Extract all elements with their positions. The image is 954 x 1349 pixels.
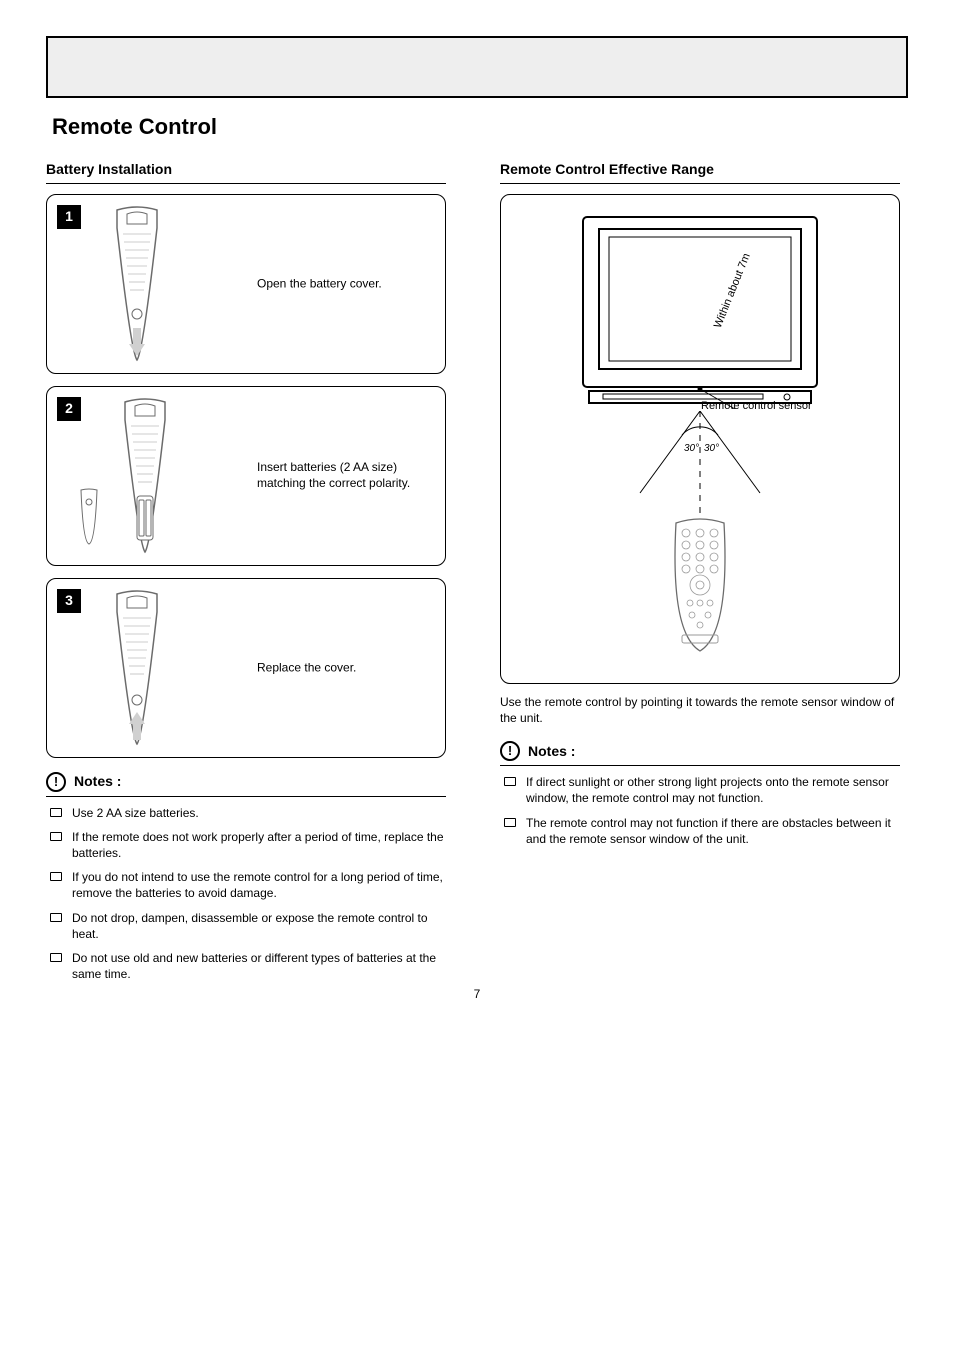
remote-icon-2 bbox=[105, 396, 185, 556]
note-item: Use 2 AA size batteries. bbox=[48, 805, 446, 821]
note-item: If you do not intend to use the remote c… bbox=[48, 869, 446, 901]
notes-header-right: ! Notes : bbox=[500, 741, 900, 766]
notes-title-right: Notes : bbox=[528, 742, 575, 761]
note-item: If direct sunlight or other strong light… bbox=[502, 774, 900, 806]
section-head-battery: Battery Installation bbox=[46, 160, 446, 184]
note-item: The remote control may not function if t… bbox=[502, 815, 900, 847]
step-box-3: 3 bbox=[46, 578, 446, 758]
range-caption: Use the remote control by pointing it to… bbox=[500, 694, 900, 728]
step-text-3: Replace the cover. bbox=[257, 659, 366, 676]
notes-header-left: ! Notes : bbox=[46, 772, 446, 797]
angle-diagram-icon: 30° 30° bbox=[570, 411, 830, 657]
left-column: Battery Installation 1 bbox=[46, 160, 446, 991]
remote-back-illustration-1 bbox=[77, 204, 197, 364]
page-number: 7 bbox=[474, 986, 481, 1002]
note-item: If the remote does not work properly aft… bbox=[48, 829, 446, 861]
angle-left-label: 30° bbox=[684, 443, 699, 454]
note-item: Do not drop, dampen, disassemble or expo… bbox=[48, 910, 446, 942]
remote-icon-1 bbox=[97, 204, 177, 364]
exclamation-icon: ! bbox=[46, 772, 66, 792]
step-box-1: 1 bbox=[46, 194, 446, 374]
remote-back-illustration-2 bbox=[77, 396, 197, 556]
battery-cover-icon bbox=[77, 488, 101, 548]
page-title: Remote Control bbox=[52, 112, 908, 142]
right-column: Remote Control Effective Range Remote co… bbox=[500, 160, 900, 991]
title-banner-box bbox=[46, 36, 908, 98]
notes-title-left: Notes : bbox=[74, 772, 121, 791]
notes-list-left: Use 2 AA size batteries. If the remote d… bbox=[46, 805, 446, 983]
exclamation-icon: ! bbox=[500, 741, 520, 761]
range-diagram-box: Remote control sensor 30° 30° bbox=[500, 194, 900, 684]
step-text-1: Open the battery cover. bbox=[257, 275, 392, 292]
remote-back-illustration-3 bbox=[77, 588, 197, 748]
tv-icon bbox=[575, 209, 825, 409]
angle-right-label: 30° bbox=[704, 443, 719, 454]
step-box-2: 2 bbox=[46, 386, 446, 566]
note-item: Do not use old and new batteries or diff… bbox=[48, 950, 446, 982]
remote-icon-3 bbox=[97, 588, 177, 748]
notes-list-right: If direct sunlight or other strong light… bbox=[500, 774, 900, 847]
step-text-2: Insert batteries (2 AA size) matching th… bbox=[257, 459, 445, 493]
section-head-range: Remote Control Effective Range bbox=[500, 160, 900, 184]
